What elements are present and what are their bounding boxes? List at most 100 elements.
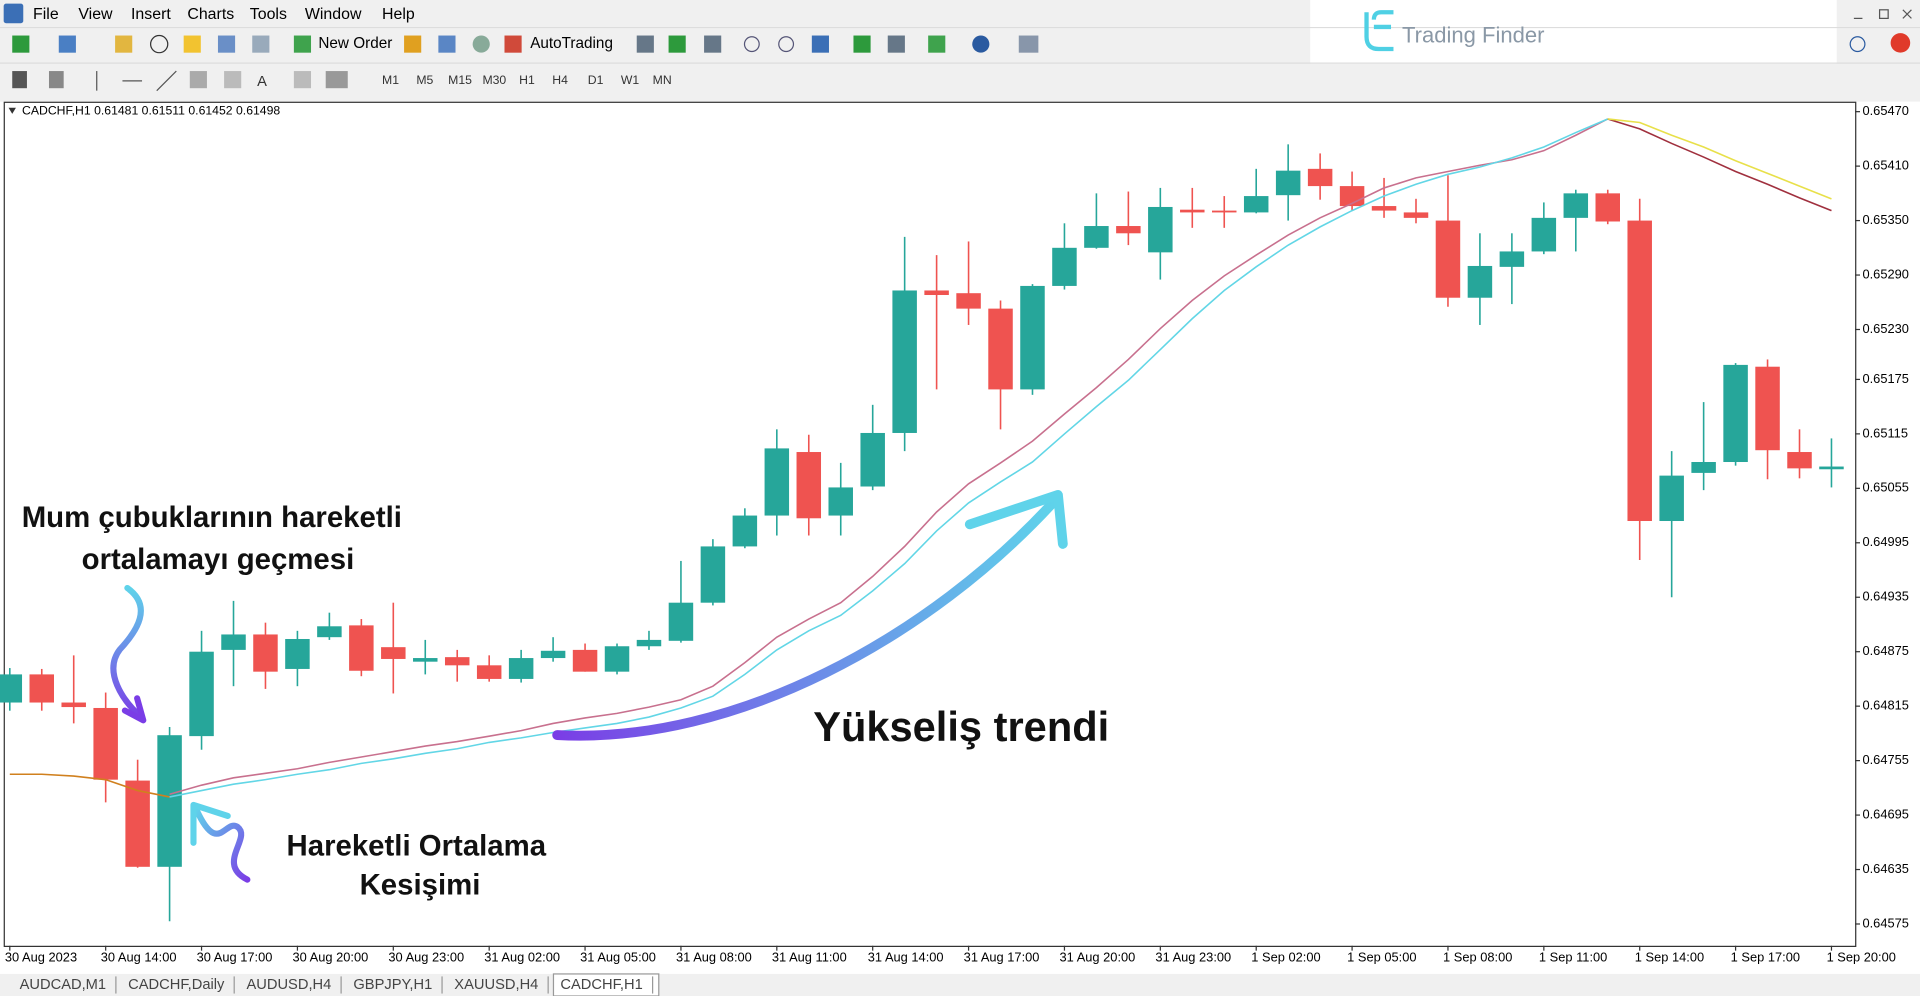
header-arrow: [8, 107, 16, 114]
x-tick-label: 1 Sep 14:00: [1635, 949, 1704, 964]
candle-body: [860, 432, 885, 487]
x-tick-label: 31 Aug 02:00: [484, 949, 560, 964]
menu-item[interactable]: Charts: [187, 6, 234, 23]
candle-body: [157, 735, 182, 867]
menu-item[interactable]: File: [33, 6, 59, 23]
timeframe-button[interactable]: M30: [482, 73, 506, 87]
candle-body: [1243, 196, 1269, 213]
moving-average-line: [1607, 118, 1832, 200]
y-tick-label: 0.64575: [1862, 915, 1908, 930]
x-tick-label: 31 Aug 11:00: [772, 949, 847, 964]
y-tick-label: 0.64875: [1862, 643, 1908, 658]
y-tick-label: 0.65115: [1862, 425, 1908, 440]
candle-body: [1691, 462, 1716, 473]
x-tick-label: 30 Aug 23:00: [388, 949, 464, 964]
candle-body: [381, 647, 406, 659]
y-tick-label: 0.65175: [1862, 371, 1908, 386]
window-controls[interactable]: [1853, 9, 1912, 19]
brand-logo: [1364, 10, 1394, 52]
x-tick-label: 31 Aug 17:00: [964, 949, 1040, 964]
candle-body: [1755, 366, 1780, 451]
timeframe-button[interactable]: M15: [448, 73, 472, 87]
candle-body: [285, 638, 310, 669]
annotation: Kesişimi: [360, 869, 481, 902]
chart-area: [0, 101, 1920, 974]
candle-body: [1595, 193, 1620, 222]
timeframe-button[interactable]: H4: [552, 73, 568, 87]
x-tick-label: 30 Aug 2023: [5, 949, 77, 964]
chart-tab[interactable]: GBPJPY,H1: [353, 977, 432, 993]
y-tick-label: 0.64755: [1862, 752, 1908, 767]
candle-body: [317, 626, 342, 638]
candle-body: [796, 452, 822, 519]
candle-body: [892, 290, 917, 433]
candle-body: [1084, 226, 1109, 248]
menu-item[interactable]: Help: [382, 6, 415, 23]
tabs: AUDCAD,M1 CADCHF,Daily AUDUSD,H4 GBPJPY,H1 X…: [20, 976, 654, 994]
y-tick-label: 0.64995: [1862, 534, 1908, 549]
candle-body: [413, 658, 438, 662]
candle-body: [508, 658, 534, 679]
candle-body: [0, 674, 23, 703]
candle-body: [1275, 170, 1301, 196]
text-tool-icon[interactable]: A: [257, 74, 267, 90]
x-tick-label: 30 Aug 20:00: [293, 949, 369, 964]
annotation: Yükseliş trendi: [813, 703, 1109, 750]
candle-body: [1435, 220, 1461, 298]
y-tick-label: 0.65055: [1862, 480, 1908, 495]
x-tick-label: 1 Sep 05:00: [1347, 949, 1416, 964]
x-tick-label: 31 Aug 05:00: [580, 949, 656, 964]
timeframe-button[interactable]: D1: [588, 73, 604, 87]
candle-body: [540, 650, 566, 659]
menu-item[interactable]: View: [78, 6, 113, 23]
menu-item[interactable]: Insert: [131, 6, 171, 23]
brand-area: [1310, 0, 1837, 64]
annotation: Mum çubuklarının hareketli: [22, 501, 402, 534]
chart-tab[interactable]: XAUUSD,H4: [454, 977, 538, 993]
timeframe-button[interactable]: MN: [653, 73, 672, 87]
candle-body: [924, 290, 949, 296]
chart-tab[interactable]: AUDUSD,H4: [246, 977, 331, 993]
y-tick-label: 0.64695: [1862, 806, 1908, 821]
y-tick-label: 0.65470: [1862, 103, 1908, 118]
candle-body: [221, 634, 246, 650]
candle-body: [1627, 220, 1652, 522]
candle-body: [1371, 206, 1397, 211]
toolbar-icons[interactable]: [12, 33, 1911, 92]
candle-body: [29, 674, 54, 703]
new-order-button[interactable]: New Order: [318, 35, 392, 52]
annotation: ortalamayı geçmesi: [82, 543, 355, 576]
candle-body: [604, 646, 630, 672]
menu-item[interactable]: Tools: [250, 6, 287, 23]
candle-body: [1787, 452, 1812, 469]
candle-body: [1180, 209, 1205, 213]
candle-body: [93, 707, 118, 780]
candle-body: [1116, 226, 1141, 234]
chart-tab[interactable]: CADCHF,H1: [560, 977, 642, 993]
candle-body: [444, 657, 470, 666]
chart-frame: [3, 101, 1857, 947]
y-tick-label: 0.65230: [1862, 321, 1908, 336]
moving-average-line: [9, 773, 170, 798]
timeframe-button[interactable]: M1: [382, 73, 399, 87]
candle-body: [732, 515, 758, 547]
x-tick-label: 31 Aug 20:00: [1060, 949, 1136, 964]
active-tab: [552, 973, 660, 996]
chart-tab[interactable]: AUDCAD,M1: [20, 977, 106, 993]
y-tick-label: 0.64815: [1862, 698, 1908, 713]
candle-body: [764, 448, 790, 516]
candle-body: [1723, 364, 1748, 463]
timeframe-button[interactable]: W1: [621, 73, 640, 87]
timeframe-button[interactable]: H1: [519, 73, 535, 87]
app-icon: [3, 3, 24, 24]
candle-body: [1531, 217, 1557, 252]
chart-tab[interactable]: CADCHF,Daily: [128, 977, 225, 993]
timeframe-button[interactable]: M5: [416, 73, 433, 87]
menu-item[interactable]: Window: [305, 6, 362, 23]
autotrading-button[interactable]: AutoTrading: [530, 35, 613, 52]
candle-body: [668, 602, 694, 641]
x-tick-label: 30 Aug 14:00: [101, 949, 177, 964]
moving-average-line: [1607, 118, 1832, 212]
candle-body: [1052, 247, 1077, 286]
